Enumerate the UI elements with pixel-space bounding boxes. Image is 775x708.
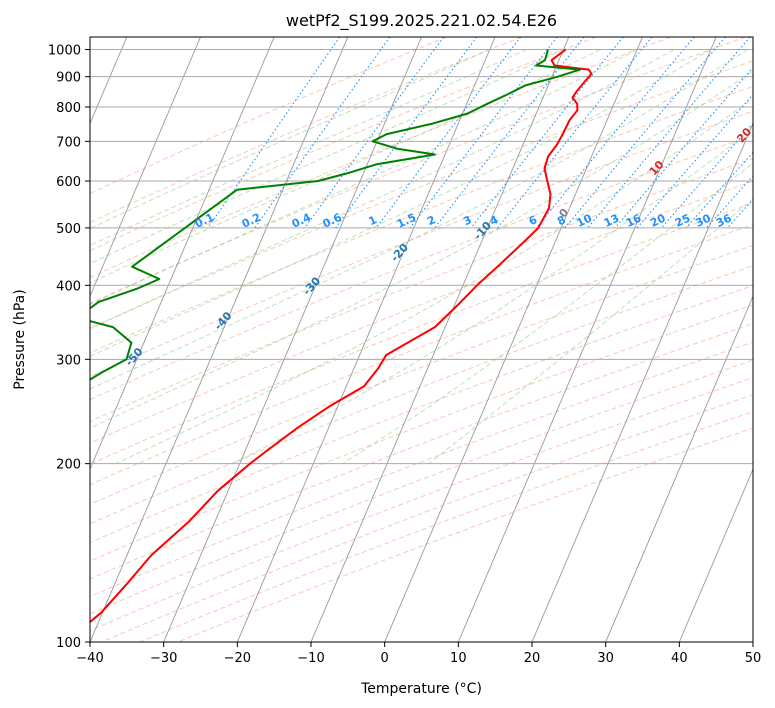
dry-adiabat xyxy=(90,304,753,562)
isotherm xyxy=(90,37,201,298)
isotherm xyxy=(90,37,349,642)
isotherm xyxy=(310,37,570,642)
mixing-ratio-line xyxy=(564,37,726,229)
dry-adiabat xyxy=(90,359,753,615)
dry-adiabat xyxy=(90,37,522,224)
mixing-ratio-label: 13 xyxy=(602,212,621,230)
mixing-ratio-line xyxy=(470,37,624,229)
y-tick-label: 600 xyxy=(56,175,81,190)
dry-adiabat xyxy=(90,134,753,401)
moist-adiabat xyxy=(428,198,753,465)
isotherm xyxy=(678,467,753,642)
dry-adiabat xyxy=(90,265,753,525)
y-tick-label: 400 xyxy=(56,279,81,294)
x-tick-label: −40 xyxy=(76,651,103,666)
x-tick-label: 40 xyxy=(671,651,688,666)
y-tick-label: 1000 xyxy=(48,44,81,59)
mixing-ratio-label: 25 xyxy=(673,212,692,230)
y-axis-label: Pressure (hPa) xyxy=(12,289,28,389)
dry-adiabat xyxy=(90,180,753,444)
dry-adiabat xyxy=(90,85,753,354)
x-tick-label: 30 xyxy=(597,651,614,666)
isotherm xyxy=(605,295,753,642)
x-axis: −40 −30 −20 −10 0 10 20 30 40 50 xyxy=(76,642,761,666)
y-tick-label: 800 xyxy=(56,101,81,116)
mixing-ratio-line xyxy=(207,37,341,229)
dry-adiabat xyxy=(90,37,746,305)
mixing-ratio-label: 20 xyxy=(648,211,668,229)
y-tick-label: 300 xyxy=(56,353,81,368)
dry-adiabat xyxy=(90,37,447,195)
x-tick-label: 10 xyxy=(450,651,467,666)
isotherm xyxy=(457,37,717,642)
y-tick-label: 900 xyxy=(56,71,81,86)
isotherm xyxy=(531,122,753,642)
chart-title: wetPf2_S199.2025.221.02.54.E26 xyxy=(286,11,557,31)
dry-adiabat xyxy=(101,394,753,642)
dry-adiabat xyxy=(90,60,753,330)
x-tick-label: −10 xyxy=(297,651,324,666)
y-tick-label: 100 xyxy=(56,636,81,651)
mixing-ratio-label: 10 xyxy=(575,211,595,229)
y-tick-label: 500 xyxy=(56,222,81,237)
x-tick-label: 20 xyxy=(524,651,541,666)
temperature-profile xyxy=(90,48,593,624)
mixing-ratio-label: 16 xyxy=(624,211,644,229)
mixing-ratio-line xyxy=(375,37,522,229)
background-lines xyxy=(90,37,753,642)
dry-adiabat xyxy=(90,284,753,544)
dry-adiabat xyxy=(90,377,753,632)
dewpoint-profile xyxy=(90,49,581,381)
isotherm xyxy=(90,37,275,471)
isotherm xyxy=(384,37,643,642)
y-tick-label: 200 xyxy=(56,458,81,473)
x-tick-label: 50 xyxy=(745,651,762,666)
isotherm xyxy=(236,37,496,642)
mixing-ratio-label: 36 xyxy=(714,211,734,229)
mixing-ratio-line xyxy=(335,37,478,229)
x-axis-label: Temperature (°C) xyxy=(360,681,482,697)
x-tick-label: −20 xyxy=(224,651,251,666)
mixing-ratio-line xyxy=(636,93,753,229)
mixing-ratio-line xyxy=(304,37,445,229)
dry-adiabat xyxy=(90,323,753,580)
plot-frame xyxy=(89,36,754,643)
y-axis: 100 200 300 400 500 600 700 800 900 1000 xyxy=(48,44,90,651)
x-tick-label: 0 xyxy=(381,651,389,666)
dry-adiabat xyxy=(90,341,753,598)
dry-adiabat xyxy=(90,158,753,423)
data-lines xyxy=(90,48,593,624)
y-tick-label: 700 xyxy=(56,135,81,150)
mixing-ratio-label: 30 xyxy=(693,211,713,229)
mixing-ratio-line xyxy=(497,37,653,229)
x-tick-label: −30 xyxy=(150,651,177,666)
